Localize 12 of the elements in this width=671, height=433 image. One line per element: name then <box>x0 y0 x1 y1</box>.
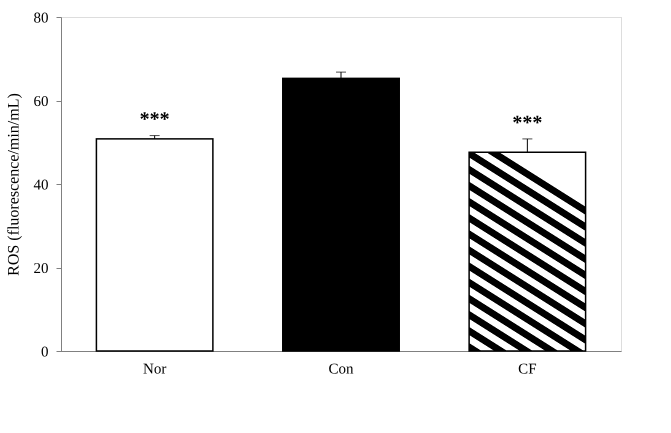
x-tick-label: Nor <box>142 362 166 378</box>
x-tick-label: Con <box>328 362 354 378</box>
y-axis-title: ROS (fluorescence/min/mL) <box>6 93 22 276</box>
y-tick-label: 20 <box>34 261 48 277</box>
y-tick-label: 40 <box>34 178 48 194</box>
y-tick-label: 80 <box>34 10 48 26</box>
y-tick-label: 60 <box>34 94 48 110</box>
x-tick-label: CF <box>518 362 537 378</box>
data-label: *** <box>512 112 542 134</box>
y-tick-label: 0 <box>41 344 48 360</box>
bar <box>96 138 214 352</box>
data-label: *** <box>140 108 170 131</box>
